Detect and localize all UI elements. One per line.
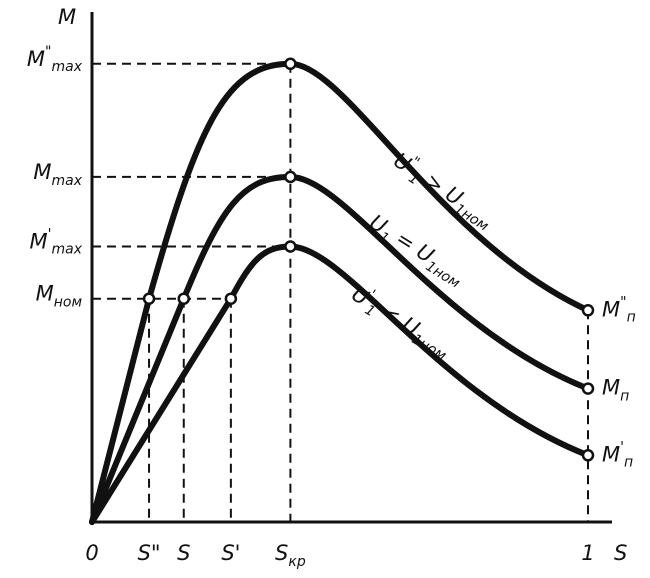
- x-tick-one: 1: [581, 541, 594, 565]
- reference-dashes: [92, 62, 589, 522]
- x-tick-labels: 0 S" S S' Sкр 1: [85, 541, 594, 570]
- x-tick-0: 0: [85, 541, 98, 565]
- y-tick-labels: M"max Mmax M'max Mном: [27, 44, 83, 311]
- x-tick-skr: Sкр: [275, 541, 306, 570]
- marker-1-2: [581, 382, 595, 395]
- end-label-1: Mп: [602, 376, 629, 405]
- end-label-0: M"п: [602, 294, 636, 325]
- marker-0-2: [581, 304, 595, 317]
- curve-label-0: U"1 > U1ном: [387, 146, 501, 235]
- y-tick-mmax: Mmax: [33, 160, 82, 189]
- marker-0-1: [284, 57, 297, 71]
- curve-series-2: [89, 243, 591, 525]
- marker-2-1: [284, 240, 297, 253]
- marker-2-2: [581, 449, 595, 462]
- x-tick-s1: S': [221, 541, 240, 565]
- y-axis-label: M: [58, 5, 76, 29]
- curve-markers: [142, 57, 595, 462]
- y-tick-m1max: M'max: [30, 227, 83, 258]
- marker-1-0: [177, 292, 191, 305]
- x-axis-label: S: [614, 541, 627, 565]
- end-labels: M"п Mп M'п: [602, 294, 636, 470]
- y-tick-m2max: M"max: [27, 44, 83, 75]
- end-label-2: M'п: [602, 439, 633, 470]
- marker-0-0: [142, 292, 156, 305]
- curve-series-1: [89, 173, 591, 525]
- curve-label-1: U1 = U1ном: [363, 210, 470, 292]
- x-tick-s2: S": [138, 541, 161, 565]
- y-tick-mnom: Mном: [36, 282, 83, 311]
- marker-1-1: [284, 170, 297, 184]
- curves: [89, 60, 591, 525]
- marker-2-0: [224, 292, 238, 305]
- x-tick-s: S: [177, 541, 190, 565]
- curve-series-0: [89, 60, 591, 525]
